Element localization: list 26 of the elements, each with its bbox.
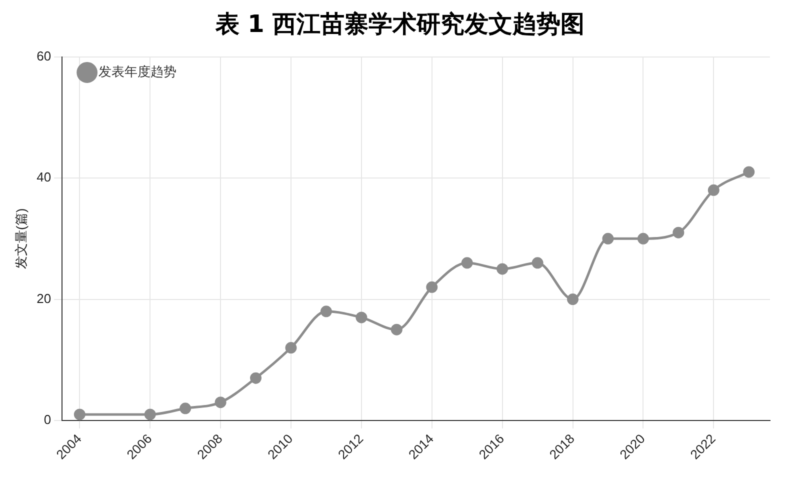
y-tick-label: 40	[36, 170, 52, 185]
point	[672, 226, 684, 238]
point	[320, 306, 332, 318]
point	[214, 396, 226, 408]
y-axis-title: 发文量(篇)	[13, 208, 28, 269]
point	[496, 263, 508, 275]
chart-title: 表 1 西江苗寨学术研究发文趋势图	[214, 9, 586, 40]
point	[74, 408, 86, 420]
point	[743, 166, 755, 178]
point	[567, 294, 579, 306]
y-tick-label: 0	[44, 412, 52, 428]
point	[144, 408, 156, 420]
point	[637, 232, 649, 244]
y-tick-label: 20	[36, 290, 52, 306]
point	[708, 184, 720, 196]
point	[532, 257, 544, 269]
point	[602, 232, 614, 244]
point	[180, 402, 192, 414]
legend-label: 发表年度趋势	[98, 64, 177, 80]
point	[356, 312, 368, 324]
point	[285, 342, 297, 354]
point	[426, 281, 438, 293]
point	[390, 324, 402, 336]
y-tick-label: 60	[36, 48, 52, 64]
point	[461, 257, 473, 269]
point	[250, 372, 262, 384]
